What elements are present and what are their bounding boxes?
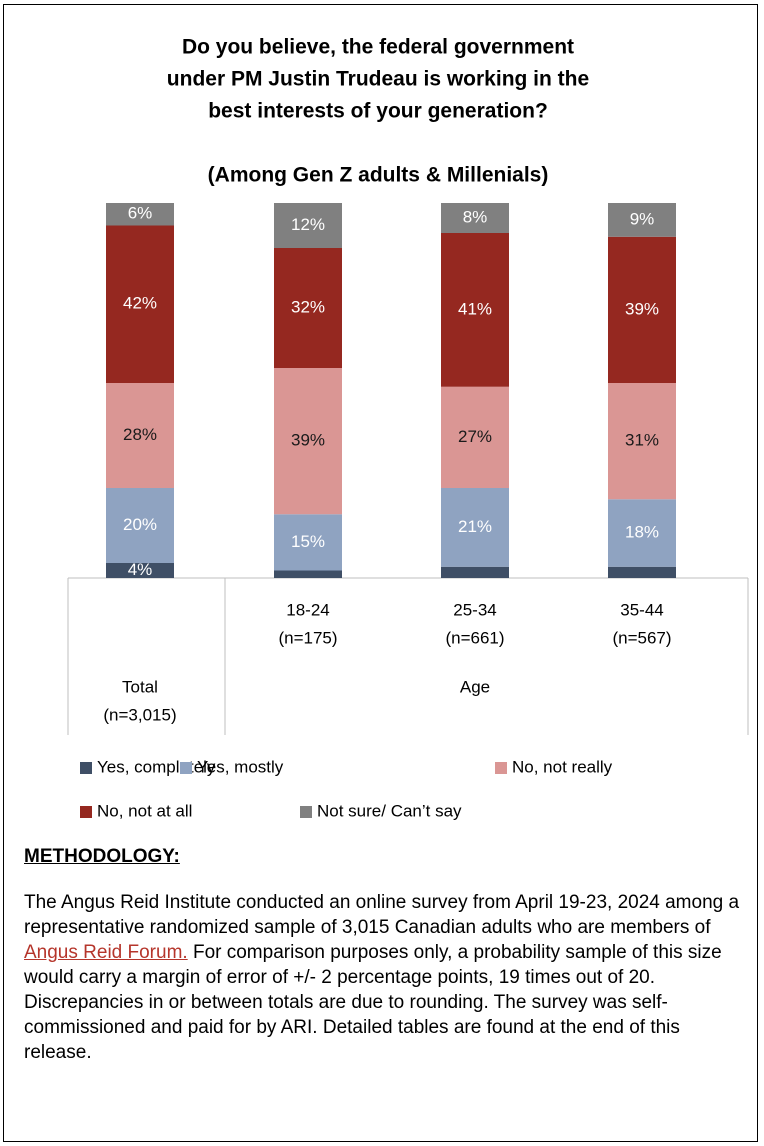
text: The Angus Reid Institute conducted an on… bbox=[24, 892, 740, 938]
link[interactable]: Angus Reid Forum. bbox=[24, 942, 188, 963]
bar-segment bbox=[106, 563, 174, 578]
group-label: Age bbox=[460, 677, 490, 696]
data-label: 21% bbox=[458, 517, 492, 536]
bar-segment bbox=[106, 383, 174, 488]
bar-segment bbox=[608, 566, 676, 578]
bar-segment bbox=[441, 566, 509, 578]
bar-segment bbox=[608, 236, 676, 383]
data-label: 32% bbox=[291, 297, 325, 316]
data-label: 27% bbox=[458, 427, 492, 446]
legend-label: No, not really bbox=[512, 757, 613, 776]
bar-segment bbox=[274, 368, 342, 515]
methodology-heading: METHODOLOGY: bbox=[24, 846, 180, 867]
legend-swatch bbox=[495, 762, 507, 774]
x-tick-label: 35-44 bbox=[620, 600, 663, 619]
legend-label: Not sure/ Can’t say bbox=[317, 801, 462, 820]
data-label: 4% bbox=[128, 560, 153, 579]
chart-title: under PM Justin Trudeau is working in th… bbox=[167, 68, 589, 91]
bar-segment bbox=[106, 488, 174, 563]
data-label: 8% bbox=[463, 207, 488, 226]
data-label: 39% bbox=[291, 431, 325, 450]
bar-segment bbox=[274, 248, 342, 368]
bar-segment bbox=[106, 203, 174, 226]
bar-segment bbox=[441, 203, 509, 233]
data-label: 15% bbox=[291, 532, 325, 551]
bar-segment bbox=[608, 203, 676, 237]
bar-segment bbox=[274, 203, 342, 248]
legend-swatch bbox=[80, 762, 92, 774]
chart: (Among Gen Z adults & Millenials) Do you… bbox=[67, 36, 749, 820]
bar-segment bbox=[441, 233, 509, 387]
data-label: 39% bbox=[625, 299, 659, 318]
methodology: METHODOLOGY: The Angus Reid Institute co… bbox=[24, 846, 740, 1065]
x-tick-label: (n=567) bbox=[612, 628, 671, 647]
chart-title: Do you believe, the federal government bbox=[182, 36, 574, 59]
data-label: 6% bbox=[128, 204, 153, 223]
x-tick-label: Total bbox=[122, 677, 158, 696]
data-label: 20% bbox=[123, 515, 157, 534]
text: For comparison purposes only, a probabil… bbox=[24, 942, 722, 1063]
bar-segment bbox=[274, 514, 342, 571]
data-label: 31% bbox=[625, 431, 659, 450]
bar-segment bbox=[441, 386, 509, 488]
methodology-text: The Angus Reid Institute conducted an on… bbox=[24, 890, 740, 1065]
chart-subtitle: (Among Gen Z adults & Millenials) bbox=[208, 164, 549, 187]
bar-segment bbox=[274, 570, 342, 578]
legend-label: Yes, mostly bbox=[197, 757, 284, 776]
x-tick-label: (n=3,015) bbox=[103, 705, 176, 724]
chart-title: best interests of your generation? bbox=[208, 100, 548, 123]
x-tick-label: 18-24 bbox=[286, 600, 329, 619]
x-tick-label: 25-34 bbox=[453, 600, 496, 619]
bar-segment bbox=[608, 499, 676, 567]
legend-swatch bbox=[300, 806, 312, 818]
bar-segment bbox=[441, 488, 509, 567]
data-label: 9% bbox=[630, 209, 655, 228]
bar-segment bbox=[608, 383, 676, 500]
frame bbox=[3, 4, 758, 1142]
legend-swatch bbox=[80, 806, 92, 818]
data-label: 42% bbox=[123, 294, 157, 313]
x-tick-label: (n=661) bbox=[445, 628, 504, 647]
legend-swatch bbox=[180, 762, 192, 774]
legend-label: No, not at all bbox=[97, 801, 192, 820]
x-tick-label: (n=175) bbox=[278, 628, 337, 647]
data-label: 12% bbox=[291, 215, 325, 234]
data-label: 18% bbox=[625, 522, 659, 541]
data-label: 28% bbox=[123, 425, 157, 444]
bar-segment bbox=[106, 225, 174, 383]
data-label: 41% bbox=[458, 299, 492, 318]
